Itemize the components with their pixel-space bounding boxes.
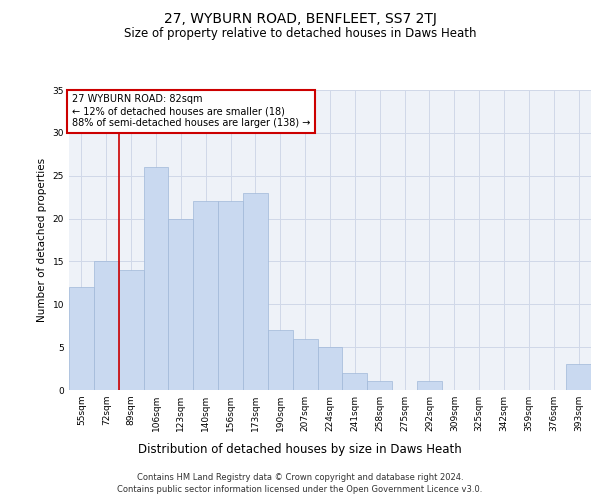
Bar: [417, 382, 442, 390]
Text: Contains HM Land Registry data © Crown copyright and database right 2024.: Contains HM Land Registry data © Crown c…: [137, 472, 463, 482]
Bar: [293, 338, 317, 390]
Bar: [193, 202, 218, 390]
Text: 27 WYBURN ROAD: 82sqm
← 12% of detached houses are smaller (18)
88% of semi-deta: 27 WYBURN ROAD: 82sqm ← 12% of detached …: [71, 94, 310, 128]
Bar: [367, 382, 392, 390]
Bar: [169, 218, 193, 390]
Bar: [218, 202, 243, 390]
Bar: [143, 167, 169, 390]
Bar: [343, 373, 367, 390]
Text: 27, WYBURN ROAD, BENFLEET, SS7 2TJ: 27, WYBURN ROAD, BENFLEET, SS7 2TJ: [164, 12, 436, 26]
Bar: [69, 287, 94, 390]
Bar: [94, 262, 119, 390]
Y-axis label: Number of detached properties: Number of detached properties: [37, 158, 47, 322]
Bar: [268, 330, 293, 390]
Bar: [566, 364, 591, 390]
Text: Distribution of detached houses by size in Daws Heath: Distribution of detached houses by size …: [138, 442, 462, 456]
Text: Contains public sector information licensed under the Open Government Licence v3: Contains public sector information licen…: [118, 485, 482, 494]
Bar: [317, 347, 343, 390]
Text: Size of property relative to detached houses in Daws Heath: Size of property relative to detached ho…: [124, 28, 476, 40]
Bar: [119, 270, 143, 390]
Bar: [243, 193, 268, 390]
